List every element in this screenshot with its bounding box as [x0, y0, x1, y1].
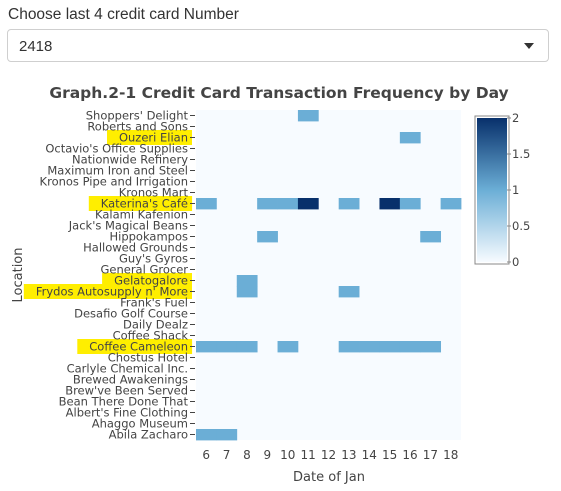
y-tick-label: Bean There Done That	[59, 395, 189, 409]
y-tick-label: Roberts and Sons	[87, 120, 188, 134]
y-tick-label: Shoppers' Delight	[86, 109, 189, 123]
heatmap-cell	[216, 341, 238, 353]
chart-title: Graph.2-1 Credit Card Transaction Freque…	[49, 84, 508, 102]
y-tick-label: Coffee Shack	[113, 329, 189, 343]
y-tick-label: Kalami Kafenion	[95, 208, 188, 222]
y-tick-label: Jack's Magical Beans	[68, 219, 188, 233]
y-tick-label: Brew've Been Served	[65, 384, 188, 398]
heatmap-cell	[297, 110, 319, 122]
label-highlight	[23, 284, 192, 299]
heatmap-cell	[196, 429, 217, 441]
y-tick-label: Kronos Pipe and Irrigation	[40, 175, 188, 189]
y-tick-label: Katerina's Café	[101, 197, 188, 211]
colorbar-tick-label: 0	[512, 255, 519, 269]
heatmap-cell	[399, 341, 421, 353]
y-tick-label: Brewed Awakenings	[73, 373, 188, 387]
heatmap-cell	[338, 286, 360, 298]
y-tick-label: Ouzeri Elian	[119, 131, 188, 145]
label-highlight	[88, 196, 193, 211]
x-tick-label: 13	[341, 448, 356, 462]
y-tick-label: Coffee Cameleon	[89, 340, 188, 354]
x-tick-label: 14	[362, 448, 377, 462]
heatmap-cell	[236, 341, 258, 353]
y-tick-label: Guy's Gyros	[119, 252, 188, 266]
plot-area	[196, 110, 461, 440]
label-highlight	[107, 130, 192, 145]
x-tick-label: 9	[264, 448, 272, 462]
heatmap-cell	[359, 341, 380, 353]
heatmap-cell	[257, 231, 278, 243]
heatmap-cell	[257, 198, 278, 210]
x-tick-label: 17	[423, 448, 438, 462]
heatmap-cell	[236, 275, 258, 287]
heatmap-cell	[379, 198, 401, 210]
x-tick-label: 11	[300, 448, 315, 462]
x-axis-title: Date of Jan	[293, 470, 365, 485]
card-select-value: 2418	[19, 38, 53, 55]
y-tick-label: Frydos Autosupply n' More	[36, 285, 188, 299]
y-tick-label: Octavio's Office Supplies	[45, 142, 188, 156]
heatmap-cell	[196, 341, 217, 353]
heatmap-cell	[196, 198, 217, 210]
colorbar-tick-label: 1	[512, 183, 519, 197]
heatmap-cell	[277, 198, 299, 210]
card-select[interactable]: 2418	[7, 29, 549, 62]
y-tick-label: Chostus Hotel	[108, 351, 188, 365]
x-tick-label: 8	[243, 448, 251, 462]
heatmap-cell	[277, 341, 299, 353]
y-tick-label: Maximum Iron and Steel	[47, 164, 188, 178]
y-tick-label: Desafio Golf Course	[74, 307, 188, 321]
colorbar	[477, 118, 507, 262]
caret-down-icon[interactable]	[524, 43, 534, 49]
heatmap-cell	[379, 341, 401, 353]
x-tick-label: 15	[382, 448, 397, 462]
colorbar-tick-label: 1.5	[512, 147, 530, 161]
heatmap-cell	[236, 286, 258, 298]
colorbar-tick-label: 0.5	[512, 219, 530, 233]
x-tick-label: 16	[402, 448, 417, 462]
heatmap-cell	[420, 341, 442, 353]
card-select-label: Choose last 4 credit card Number	[8, 6, 239, 23]
heatmap-cell	[216, 429, 238, 441]
y-tick-label: Frank's Fuel	[120, 296, 188, 310]
x-tick-label: 10	[280, 448, 295, 462]
y-tick-label: Hallowed Grounds	[83, 241, 188, 255]
heatmap-cell	[338, 341, 360, 353]
x-tick-label: 18	[443, 448, 458, 462]
y-tick-label: Daily Dealz	[123, 318, 188, 332]
heatmap-cell	[420, 231, 442, 243]
y-tick-label: Albert's Fine Clothing	[66, 406, 188, 420]
y-axis-title: Location	[11, 248, 26, 303]
y-tick-label: Ahaggo Museum	[92, 417, 188, 431]
y-tick-label: Kronos Mart	[119, 186, 189, 200]
y-tick-label: Gelatogalore	[114, 274, 188, 288]
y-tick-label: General Grocer	[100, 263, 188, 277]
y-tick-label: Nationwide Refinery	[72, 153, 188, 167]
heatmap-cell	[440, 198, 462, 210]
colorbar-tick-label: 2	[512, 111, 519, 125]
heatmap-cell	[297, 198, 319, 210]
heatmap-cell	[338, 198, 360, 210]
y-tick-label: Abila Zacharo	[109, 428, 188, 442]
heatmap-cell	[399, 132, 421, 144]
heatmap-cell	[399, 198, 421, 210]
x-tick-label: 12	[321, 448, 336, 462]
x-tick-label: 7	[223, 448, 231, 462]
x-tick-label: 6	[202, 448, 210, 462]
y-tick-label: Hippokampos	[109, 230, 188, 244]
y-tick-label: Carlyle Chemical Inc.	[67, 362, 188, 376]
label-highlight	[77, 339, 193, 354]
